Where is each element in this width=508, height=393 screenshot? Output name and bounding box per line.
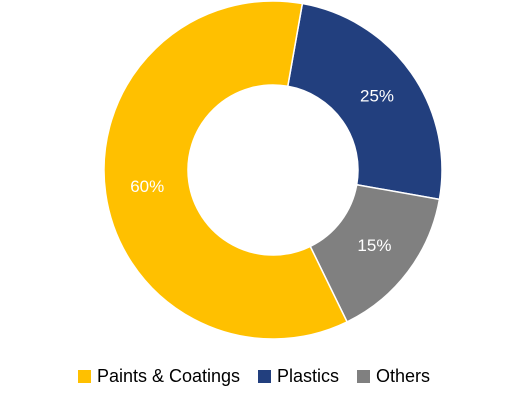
data-label-plastics: 25% bbox=[360, 87, 394, 106]
legend-swatch-paints-coatings bbox=[77, 370, 91, 383]
legend-item-others: Others bbox=[357, 366, 430, 387]
legend-swatch-others bbox=[357, 370, 371, 383]
slice-paints-coatings bbox=[103, 0, 349, 340]
legend-swatch-plastics bbox=[258, 370, 272, 383]
data-label-others: 15% bbox=[357, 236, 391, 255]
donut-chart: 25% 15% 60% bbox=[103, 0, 443, 340]
legend-label-others: Others bbox=[376, 366, 431, 386]
data-label-paints-coatings: 60% bbox=[130, 177, 164, 196]
slice-plastics bbox=[286, 2, 443, 201]
legend-item-paints-coatings: Paints & Coatings bbox=[77, 366, 241, 387]
legend-item-plastics: Plastics bbox=[258, 366, 339, 387]
chart-legend: Paints & Coatings Plastics Others bbox=[0, 366, 508, 387]
legend-label-paints-coatings: Paints & Coatings bbox=[96, 366, 241, 386]
legend-label-plastics: Plastics bbox=[277, 366, 340, 386]
